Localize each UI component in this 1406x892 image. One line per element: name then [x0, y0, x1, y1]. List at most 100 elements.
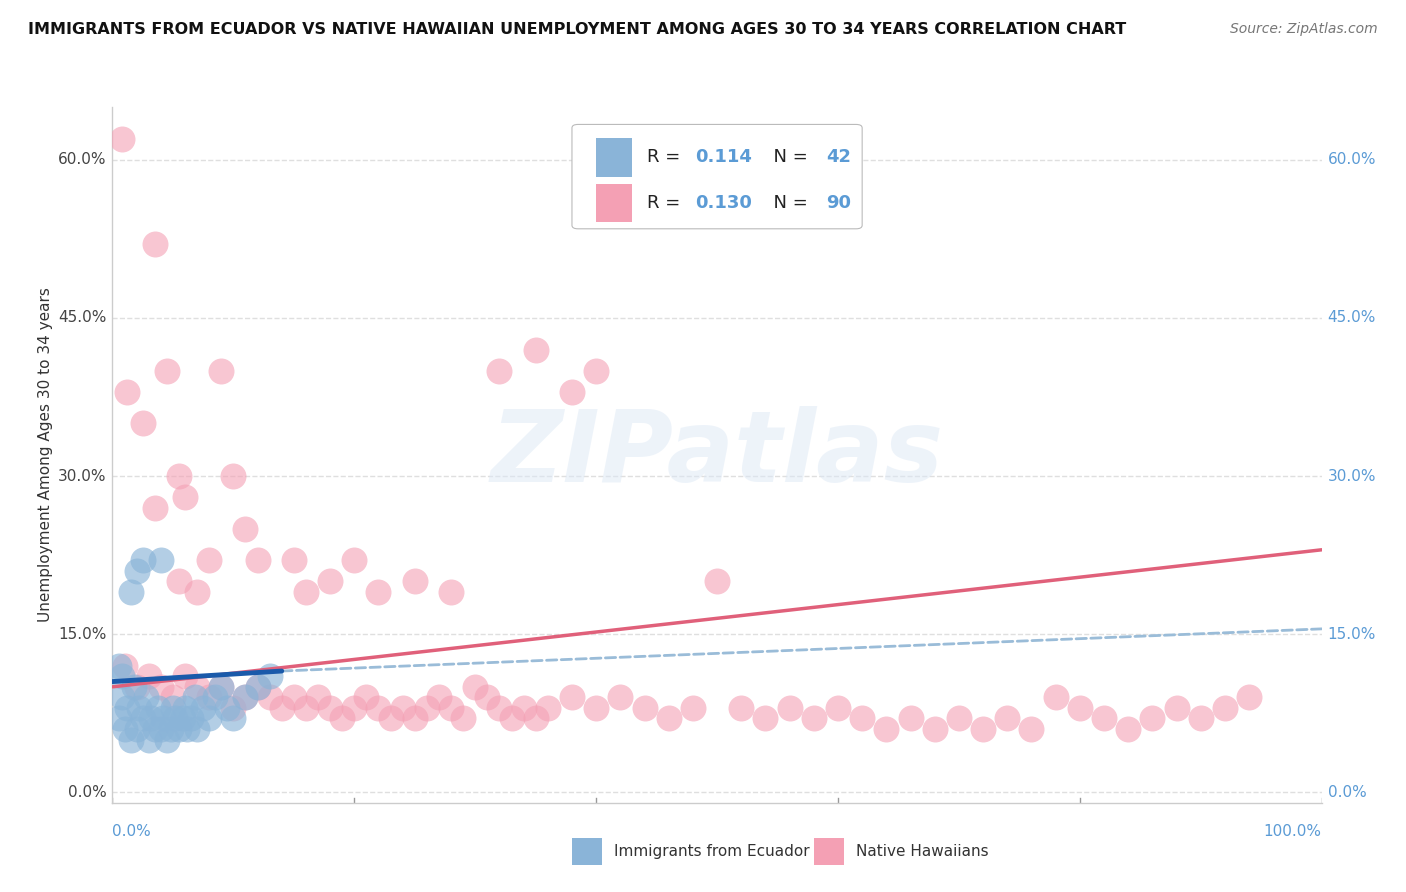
Point [283, 690, 305, 705]
Point [307, 690, 329, 705]
Point [730, 701, 752, 715]
Point [295, 585, 318, 599]
Point [132, 417, 155, 431]
Point [125, 564, 148, 578]
Text: 90: 90 [825, 194, 851, 211]
Point [156, 363, 179, 377]
Point [111, 131, 134, 145]
Point [152, 711, 174, 725]
Point [246, 680, 269, 694]
Text: 45.0%: 45.0% [58, 310, 107, 326]
Point [114, 658, 136, 673]
Point [585, 701, 607, 715]
Point [900, 711, 922, 725]
Point [217, 701, 239, 715]
Point [319, 574, 342, 589]
Point [222, 701, 245, 715]
Text: Source: ZipAtlas.com: Source: ZipAtlas.com [1230, 22, 1378, 37]
Point [222, 469, 245, 483]
Point [183, 690, 205, 705]
Point [141, 711, 163, 725]
Text: Native Hawaiians: Native Hawaiians [856, 844, 988, 859]
Point [1021, 722, 1043, 736]
Point [512, 701, 534, 715]
Point [172, 711, 194, 725]
Point [198, 711, 221, 725]
Point [120, 585, 142, 599]
Point [343, 553, 366, 567]
Point [464, 680, 486, 694]
Point [259, 690, 281, 705]
Point [1045, 690, 1067, 705]
Point [209, 680, 232, 694]
Point [174, 490, 197, 504]
Text: 42: 42 [825, 148, 851, 167]
Point [827, 701, 849, 715]
Point [585, 363, 607, 377]
Point [235, 522, 257, 536]
Text: 0.0%: 0.0% [67, 785, 107, 800]
Point [875, 722, 897, 736]
Point [1142, 711, 1164, 725]
Point [948, 711, 970, 725]
Point [143, 237, 166, 252]
Point [235, 690, 257, 705]
Point [162, 701, 184, 715]
Point [125, 680, 148, 694]
Point [107, 711, 129, 725]
Text: 45.0%: 45.0% [1327, 310, 1376, 326]
Point [451, 711, 474, 725]
Text: 0.130: 0.130 [696, 194, 752, 211]
Point [1213, 701, 1236, 715]
Point [115, 384, 138, 399]
Point [404, 574, 426, 589]
Point [138, 669, 160, 683]
Point [440, 701, 463, 715]
Point [561, 690, 583, 705]
Point [995, 711, 1018, 725]
Point [561, 384, 583, 399]
Point [204, 690, 226, 705]
Point [191, 701, 214, 715]
Point [330, 711, 353, 725]
Point [633, 701, 655, 715]
Point [209, 680, 232, 694]
Point [972, 722, 994, 736]
Point [186, 680, 208, 694]
Point [356, 690, 378, 705]
Point [198, 690, 221, 705]
Point [148, 701, 170, 715]
Bar [596, 184, 633, 222]
Point [138, 732, 160, 747]
Text: 15.0%: 15.0% [58, 627, 107, 641]
Point [1189, 711, 1212, 725]
Point [180, 711, 202, 725]
Point [754, 711, 776, 725]
Point [609, 690, 631, 705]
Bar [572, 838, 602, 865]
Point [122, 680, 145, 694]
Text: N =: N = [762, 194, 813, 211]
Point [111, 690, 134, 705]
Point [1092, 711, 1115, 725]
Point [114, 722, 136, 736]
Point [1069, 701, 1091, 715]
Point [132, 553, 155, 567]
Point [111, 669, 134, 683]
Text: 0.0%: 0.0% [1327, 785, 1367, 800]
Text: 15.0%: 15.0% [1327, 627, 1376, 641]
Point [416, 701, 439, 715]
Point [115, 701, 138, 715]
Point [259, 669, 281, 683]
Bar [596, 138, 633, 177]
Point [682, 701, 704, 715]
Point [143, 500, 166, 515]
Point [706, 574, 728, 589]
Text: ZIPatlas: ZIPatlas [491, 407, 943, 503]
Point [343, 701, 366, 715]
Point [524, 711, 547, 725]
Point [132, 711, 155, 725]
Point [174, 701, 197, 715]
Point [162, 690, 184, 705]
Text: R =: R = [647, 148, 686, 167]
